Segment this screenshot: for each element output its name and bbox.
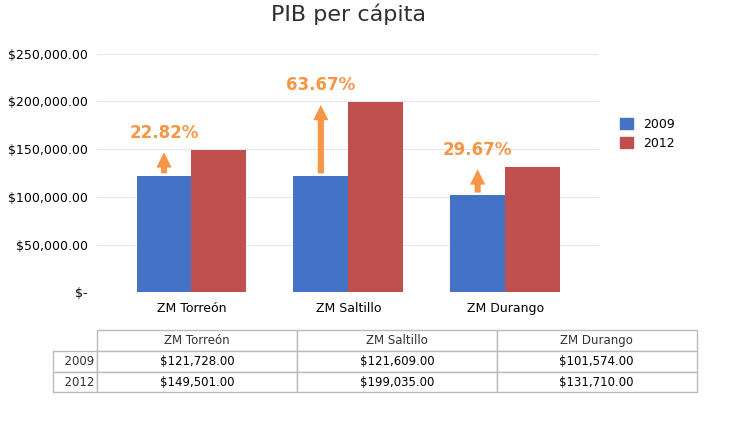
- Text: 29.67%: 29.67%: [443, 141, 512, 159]
- Bar: [136, 176, 192, 292]
- Bar: [450, 195, 505, 292]
- Bar: [348, 102, 403, 292]
- Bar: [505, 166, 560, 292]
- Text: 22.82%: 22.82%: [130, 124, 198, 142]
- Bar: [192, 150, 246, 292]
- Text: 63.67%: 63.67%: [286, 77, 356, 95]
- Title: PIB per cápita: PIB per cápita: [271, 3, 425, 25]
- Legend: 2009, 2012: 2009, 2012: [616, 113, 680, 155]
- Bar: [294, 176, 348, 292]
